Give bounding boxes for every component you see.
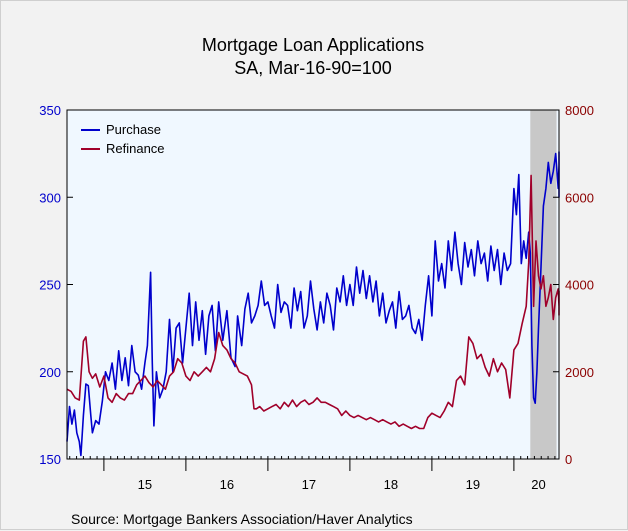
plot-area	[66, 109, 560, 460]
left-axis: 150 200 250 300 350	[39, 103, 73, 467]
left-tick-label: 250	[39, 278, 61, 293]
x-tick-label: 20	[531, 477, 545, 492]
right-tick-label: 8000	[565, 103, 594, 118]
right-tick-label: 6000	[565, 190, 594, 205]
right-axis: 0 2000 4000 6000 8000	[553, 103, 594, 467]
series-line-purchase	[66, 151, 560, 457]
x-tick-label: 18	[384, 477, 398, 492]
x-tick-label: 15	[138, 477, 152, 492]
left-tick-label: 300	[39, 190, 61, 205]
legend-label-refinance: Refinance	[106, 141, 165, 156]
right-tick-label: 4000	[565, 278, 594, 293]
right-tick-label: 0	[565, 452, 572, 467]
source-note: Source: Mortgage Bankers Association/Hav…	[71, 511, 413, 527]
chart-subtitle: SA, Mar-16-90=100	[234, 58, 392, 78]
x-tick-label: 19	[466, 477, 480, 492]
legend-label-purchase: Purchase	[106, 122, 161, 137]
right-tick-label: 2000	[565, 365, 594, 380]
x-tick-label: 17	[302, 477, 316, 492]
chart-title: Mortgage Loan Applications	[202, 35, 424, 55]
series-layer	[66, 151, 560, 457]
x-axis: 15 16 17 18 19 20	[69, 456, 556, 492]
left-tick-label: 150	[39, 452, 61, 467]
x-tick-label: 16	[220, 477, 234, 492]
left-tick-label: 200	[39, 365, 61, 380]
legend: Purchase Refinance	[81, 122, 165, 156]
series-line-refinance	[66, 174, 560, 430]
left-tick-label: 350	[39, 103, 61, 118]
